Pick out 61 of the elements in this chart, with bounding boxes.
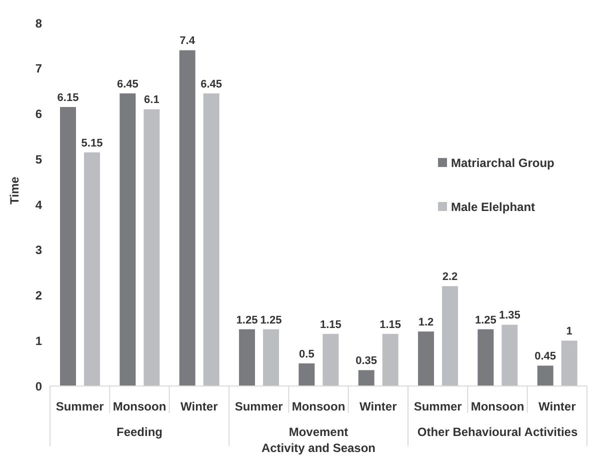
bar: [179, 50, 196, 386]
bar: [442, 286, 458, 386]
data-label: 0.45: [534, 350, 556, 363]
data-label: 6.1: [144, 94, 160, 106]
y-tick-label: 2: [35, 288, 42, 303]
bar: [382, 334, 398, 386]
y-tick-label: 0: [35, 379, 42, 394]
y-tick-label: 5: [35, 152, 42, 166]
x-tick-label: Monsoon: [470, 400, 524, 414]
text: Movement: [288, 425, 348, 439]
data-label: 1.35: [498, 310, 520, 322]
x-tick-label: Winter: [360, 400, 398, 414]
x-tick-label: Winter: [180, 400, 218, 414]
y-axis-title: Time: [7, 176, 22, 204]
x-tick-label: Winter: [538, 400, 576, 414]
data-label: 1.25: [260, 314, 282, 326]
y-tick-label: 1: [35, 334, 42, 348]
data-label: 5.15: [81, 137, 103, 150]
bar: [478, 329, 494, 386]
y-tick-label: 8: [35, 16, 42, 30]
x-tick-label: Monsoon: [112, 400, 166, 414]
data-label: 2.2: [442, 271, 458, 284]
bar: [60, 106, 76, 386]
x-tick-label: Summer: [234, 400, 284, 414]
data-label: 1.2: [418, 316, 434, 329]
bar: [239, 329, 255, 386]
bar: [502, 324, 518, 386]
x-tick-label: Summer: [414, 400, 462, 414]
bar: [298, 363, 315, 386]
y-tick-label: 4: [35, 198, 42, 212]
text: Other Behavioural Activities: [417, 425, 578, 439]
bar: [144, 109, 160, 386]
y-tick-label: 7: [35, 62, 42, 76]
legend-label: Male Elelphant: [451, 200, 536, 214]
data-label: 6.45: [200, 78, 222, 90]
data-label: 7.4: [180, 35, 196, 48]
legend-label: Matriarchal Group: [451, 156, 554, 170]
text: Feeding: [116, 425, 163, 439]
bar: [537, 366, 554, 386]
data-label: 6.15: [57, 92, 79, 104]
data-label: 1.25: [474, 314, 496, 326]
data-label: 1.25: [236, 314, 258, 326]
data-label: 0.5: [299, 348, 314, 360]
bar: [561, 340, 578, 386]
data-label: 1.15: [380, 318, 402, 331]
bar: [120, 93, 136, 386]
data-label: 1.15: [320, 318, 342, 331]
x-tick-label: Monsoon: [292, 400, 346, 414]
bar: [84, 152, 100, 386]
y-tick-label: 3: [35, 243, 42, 258]
data-label: 0.35: [356, 355, 378, 368]
x-tick-label: Summer: [56, 400, 104, 414]
bar: [418, 332, 434, 386]
y-tick-label: 6: [35, 107, 42, 122]
bar: [358, 370, 374, 386]
data-label: 6.45: [116, 78, 138, 90]
data-label: 1: [566, 326, 572, 338]
x-axis-title: Activity and Season: [261, 441, 376, 455]
bar: [263, 329, 279, 386]
bar: [203, 93, 220, 386]
bar: [322, 334, 339, 386]
